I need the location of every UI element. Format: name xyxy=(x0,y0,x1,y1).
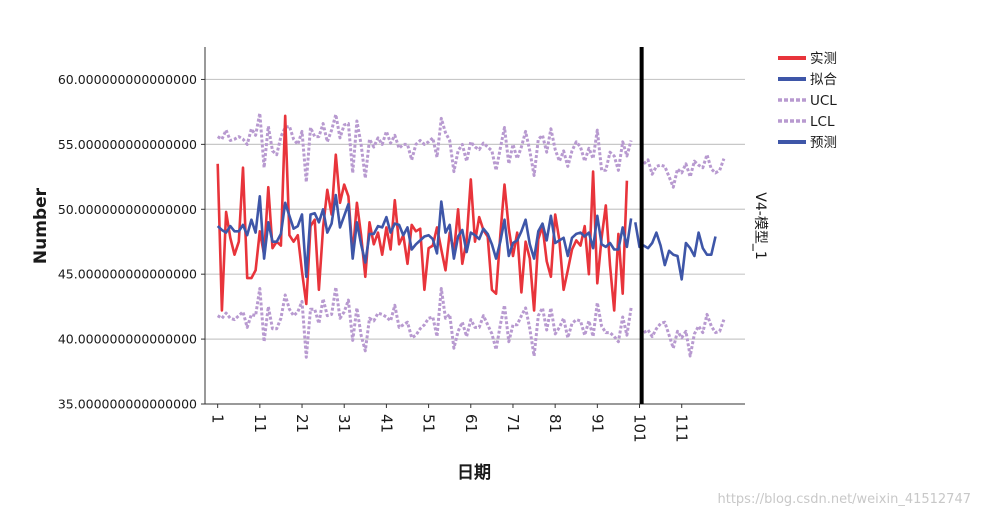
panel-label: V4-模型_1 xyxy=(752,192,768,259)
series-line-0 xyxy=(216,114,629,312)
legend-label-1: 拟合 xyxy=(810,72,838,88)
x-tick-label-2: 21 xyxy=(293,414,311,433)
x-tick-label-4: 41 xyxy=(377,414,395,433)
x-tick-labels: 1 11 21 31 41 51 61 71 81 91 101 111 xyxy=(209,414,691,443)
y-tick-label-0: 35.000000000000000 xyxy=(58,397,197,412)
legend-label-2: UCL xyxy=(810,93,837,109)
x-tick-label-9: 91 xyxy=(588,414,606,433)
y-axis-title: Number xyxy=(31,187,51,264)
gridlines xyxy=(205,78,745,340)
series-line-4 xyxy=(634,222,717,281)
x-tick-label-7: 71 xyxy=(504,414,522,433)
axes xyxy=(201,47,745,408)
y-tick-label-4: 55.000000000000000 xyxy=(58,137,197,152)
series-line-3 xyxy=(216,285,633,359)
y-tick-label-2: 45.000000000000000 xyxy=(58,267,197,282)
legend-label-4: 预测 xyxy=(810,135,837,151)
x-tick-label-0: 1 xyxy=(209,414,227,424)
y-tick-label-1: 40.000000000000000 xyxy=(58,332,197,347)
x-tick-label-8: 81 xyxy=(546,414,564,433)
series-line-6 xyxy=(643,312,726,358)
series-line-5 xyxy=(642,153,726,189)
y-tick-label-3: 50.000000000000000 xyxy=(58,202,197,217)
x-tick-label-6: 61 xyxy=(462,414,480,433)
x-tick-label-5: 51 xyxy=(420,414,438,433)
series-line-2 xyxy=(216,111,633,184)
x-tick-label-1: 11 xyxy=(251,414,269,433)
y-tick-labels: 35.000000000000000 40.000000000000000 45.0… xyxy=(58,72,197,412)
x-tick-label-11: 111 xyxy=(673,414,691,443)
watermark: https://blog.csdn.net/weixin_41512747 xyxy=(717,492,971,507)
x-tick-label-10: 101 xyxy=(631,414,649,443)
x-axis-title: 日期 xyxy=(457,463,491,483)
x-tick-label-3: 31 xyxy=(335,414,353,433)
series-lines xyxy=(216,111,726,359)
series-line-1 xyxy=(216,193,633,279)
y-tick-label-5: 60.000000000000000 xyxy=(58,72,197,87)
legend-label-0: 实测 xyxy=(810,51,837,67)
legend-label-3: LCL xyxy=(810,114,835,130)
